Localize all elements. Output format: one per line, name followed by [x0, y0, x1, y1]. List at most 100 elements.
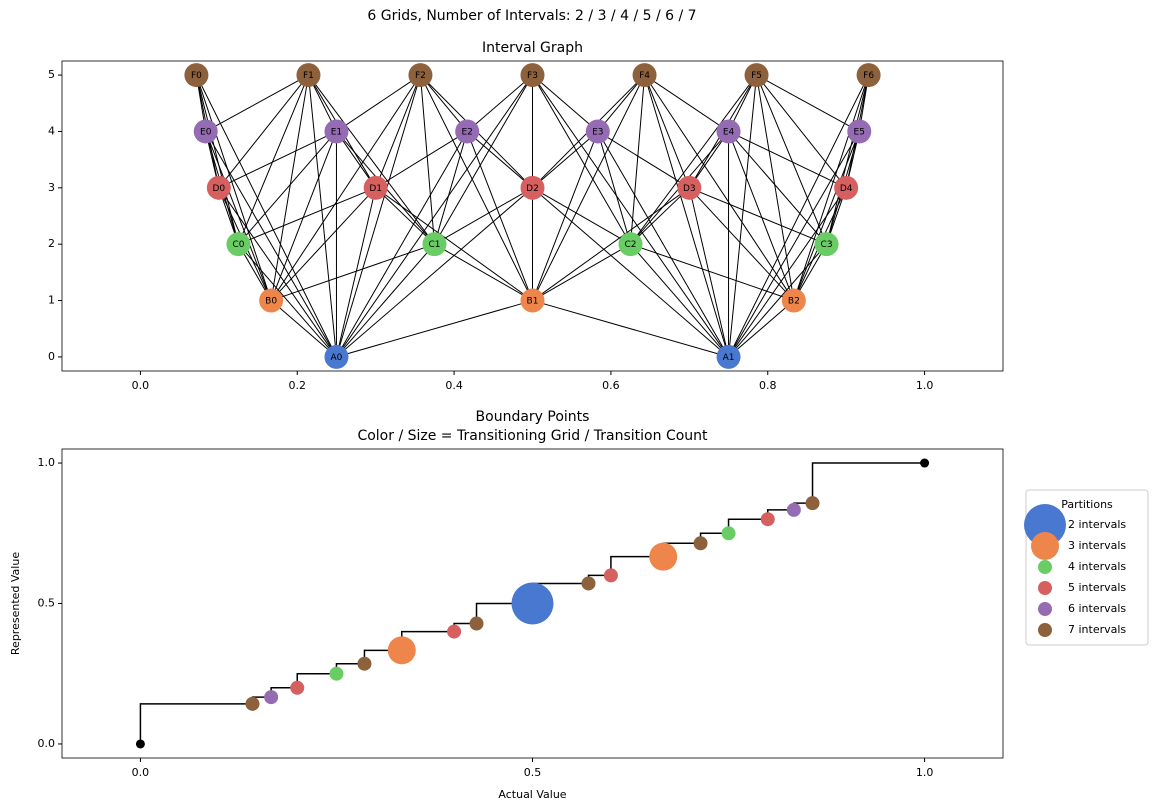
edge	[756, 74, 860, 132]
legend-label: 4 intervals	[1068, 560, 1126, 573]
node-label: E4	[723, 127, 735, 137]
edge	[195, 74, 272, 301]
node-label: F5	[751, 71, 762, 81]
edge	[336, 300, 533, 358]
edge	[434, 187, 533, 245]
edge	[532, 300, 729, 358]
axes-title: Boundary Points	[476, 409, 590, 425]
x-tick-label: 1.0	[916, 766, 934, 779]
edge	[308, 74, 435, 245]
edge	[756, 75, 795, 301]
node-label: F6	[863, 71, 874, 81]
node-label: D3	[683, 184, 696, 194]
edge	[466, 131, 533, 189]
node-label: A0	[331, 353, 343, 363]
edge	[335, 187, 377, 358]
node	[856, 63, 881, 88]
node-label: D0	[213, 184, 226, 194]
boundary-point	[581, 576, 596, 591]
boundary-point	[387, 636, 416, 665]
axes-frame	[61, 448, 1004, 759]
edge	[532, 131, 599, 189]
endpoint	[920, 458, 930, 468]
node	[781, 288, 806, 313]
axes-frame	[61, 60, 1004, 372]
edge	[205, 131, 272, 301]
node-label: D1	[369, 184, 382, 194]
edge	[728, 131, 827, 245]
x-tick-label: 0.4	[445, 379, 463, 392]
edge	[728, 74, 870, 358]
edge	[630, 243, 795, 302]
node	[184, 63, 209, 88]
edge	[630, 243, 729, 358]
edge	[728, 300, 795, 358]
edge	[195, 74, 239, 245]
edge	[218, 131, 337, 189]
edge	[630, 75, 646, 245]
edge	[728, 75, 758, 357]
legend-label: 5 intervals	[1068, 581, 1126, 594]
boundary-point	[469, 616, 484, 631]
edge	[688, 187, 730, 358]
legend-marker	[1038, 560, 1052, 574]
edge	[688, 187, 795, 301]
node	[324, 119, 349, 144]
node	[226, 232, 251, 257]
edge	[270, 75, 309, 301]
y-tick-label: 4	[48, 124, 55, 137]
edge	[793, 74, 870, 301]
node	[422, 232, 447, 257]
edge	[793, 131, 860, 301]
legend-label: 3 intervals	[1068, 539, 1126, 552]
axes-title: Color / Size = Transitioning Grid / Tran…	[357, 428, 708, 444]
edge	[218, 187, 337, 358]
edge	[336, 187, 533, 358]
node-label: F0	[191, 71, 202, 81]
node-label: E0	[200, 127, 212, 137]
x-tick-label: 0.2	[289, 379, 307, 392]
edge	[237, 74, 309, 245]
edge	[532, 74, 729, 358]
edge	[238, 131, 337, 245]
edge	[630, 74, 757, 245]
node	[585, 119, 610, 144]
x-tick-label: 0.5	[524, 766, 542, 779]
edge	[336, 243, 435, 358]
edge	[307, 75, 337, 357]
edge	[644, 74, 795, 301]
boundary-point	[603, 568, 618, 583]
node-label: C1	[428, 240, 440, 250]
boundary-point	[786, 502, 801, 517]
node-label: B1	[527, 297, 539, 307]
edge	[728, 187, 847, 358]
edge	[630, 187, 690, 245]
node	[632, 63, 657, 88]
edge	[728, 243, 827, 358]
edge	[756, 74, 847, 189]
boundary-point	[721, 526, 736, 541]
edge	[419, 74, 533, 301]
node	[744, 63, 769, 88]
node-label: A1	[723, 353, 735, 363]
node-label: C3	[821, 240, 833, 250]
node	[324, 344, 349, 369]
node	[814, 232, 839, 257]
boundary-point	[329, 666, 344, 681]
node-label: B0	[265, 297, 277, 307]
boundary-point	[805, 496, 820, 511]
y-axis-label: Represented Value	[9, 552, 22, 655]
node	[834, 175, 859, 200]
edge	[597, 131, 690, 189]
edge	[336, 74, 421, 132]
legend-title: Partitions	[1061, 498, 1113, 511]
edge	[270, 243, 435, 302]
edge	[375, 187, 533, 301]
edge	[466, 74, 533, 132]
edge	[532, 243, 631, 301]
edge	[195, 74, 337, 358]
edge	[644, 74, 690, 189]
edge	[434, 243, 533, 301]
